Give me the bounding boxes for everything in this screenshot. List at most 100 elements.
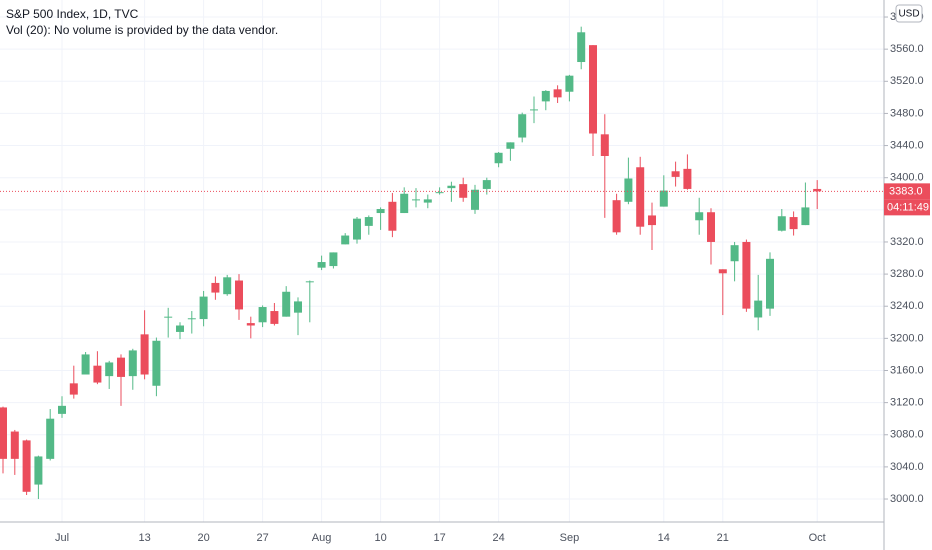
- currency-label: USD: [898, 9, 919, 20]
- candle-body: [199, 296, 208, 320]
- candle-body: [530, 109, 538, 111]
- candles: [0, 26, 884, 500]
- candle-body: [305, 281, 314, 283]
- candle-body: [506, 142, 515, 149]
- candle-body: [494, 152, 503, 164]
- candle-body: [565, 75, 574, 92]
- candle-body: [211, 282, 220, 293]
- candle-body: [246, 323, 255, 326]
- candle-body: [553, 89, 562, 98]
- candle-body: [69, 383, 78, 395]
- y-tick-label: 3480.0: [890, 107, 924, 119]
- candle-body: [541, 90, 550, 102]
- candle-body: [341, 235, 350, 245]
- candle-body: [624, 178, 633, 202]
- candle-body: [754, 300, 763, 318]
- y-tick-label: 3200.0: [890, 332, 924, 344]
- candle-body: [518, 114, 527, 138]
- candle-body: [423, 199, 432, 203]
- x-tick-label: Oct: [809, 532, 826, 544]
- candle-body: [589, 45, 597, 134]
- candle-body: [766, 258, 774, 309]
- candle-body: [600, 134, 609, 157]
- y-tick-label: 3080.0: [890, 429, 924, 441]
- candle-body: [10, 431, 19, 459]
- candle-body: [447, 185, 456, 189]
- candle-body: [707, 212, 715, 242]
- candle-body: [93, 365, 102, 383]
- candle-body: [482, 180, 491, 189]
- x-tick-label: Aug: [312, 532, 332, 544]
- candle-body: [152, 340, 161, 386]
- x-tick-label: 14: [658, 532, 670, 544]
- last-price-label: 3383.0: [889, 185, 923, 197]
- candle-body: [388, 201, 397, 231]
- x-tick-label: 27: [256, 532, 268, 544]
- candle-body: [329, 252, 338, 267]
- candle-body: [376, 209, 385, 214]
- candle-body: [223, 277, 232, 295]
- candle-body: [636, 167, 645, 227]
- candle-body: [353, 218, 361, 240]
- candle-body: [176, 325, 184, 332]
- chart-title: S&P 500 Index, 1D, TVC: [6, 7, 139, 21]
- candle-body: [718, 269, 727, 274]
- x-tick-label: 24: [492, 532, 504, 544]
- countdown-box: [884, 199, 930, 216]
- x-tick-label: 21: [717, 532, 729, 544]
- candle-body: [128, 350, 137, 377]
- candle-body: [58, 405, 66, 414]
- candle-body: [364, 217, 373, 226]
- candle-body: [117, 357, 125, 377]
- chart-subtitle: Vol (20): No volume is provided by the d…: [6, 23, 278, 37]
- candle-body: [140, 334, 149, 375]
- candle-body: [235, 280, 243, 310]
- candle-body: [695, 212, 704, 221]
- y-tick-label: 3120.0: [890, 397, 924, 409]
- x-tick-label: 20: [197, 532, 209, 544]
- candle-body: [0, 407, 7, 459]
- candle-body: [671, 171, 680, 177]
- x-tick-label: 17: [433, 532, 445, 544]
- y-tick-label: 3000.0: [890, 493, 924, 505]
- candle-body: [34, 456, 43, 485]
- candle-body: [789, 217, 798, 230]
- countdown-label: 04:11:49: [887, 201, 929, 213]
- x-tick-label: Jul: [55, 532, 69, 544]
- candle-body: [742, 241, 751, 309]
- candle-body: [46, 418, 55, 459]
- candle-body: [105, 362, 114, 377]
- candle-body: [81, 354, 90, 375]
- candle-body: [435, 192, 444, 194]
- currency-badge[interactable]: [895, 4, 923, 23]
- candle-body: [577, 32, 586, 63]
- y-tick-label: 3160.0: [890, 364, 924, 376]
- candle-body: [612, 200, 621, 233]
- candle-body: [317, 262, 326, 268]
- y-tick-label: 3560.0: [890, 43, 924, 55]
- candle-body: [22, 440, 31, 492]
- candle-body: [730, 245, 739, 262]
- candle-body: [801, 207, 810, 226]
- y-tick-label: 3280.0: [890, 268, 924, 280]
- axes: 3000.0 3040.0 3080.0 3120.0 3160.0 3200.0 3240…: [55, 11, 930, 544]
- x-tick-label: 10: [374, 532, 386, 544]
- y-tick-label: 3320.0: [890, 236, 924, 248]
- y-tick-label: 3040.0: [890, 461, 924, 473]
- candle-body: [412, 199, 420, 201]
- last-price-box: [884, 183, 930, 200]
- candle-body: [813, 188, 822, 192]
- candle-body: [400, 193, 409, 214]
- y-tick-label: 3520.0: [890, 75, 924, 87]
- y-tick-label: 3240.0: [890, 300, 924, 312]
- x-tick-label: 13: [138, 532, 150, 544]
- y-tick-label: 3440.0: [890, 139, 924, 151]
- candle-body: [471, 189, 479, 210]
- candle-body: [683, 168, 692, 189]
- candle-body: [258, 307, 267, 323]
- candle-body: [648, 215, 656, 226]
- candle-body: [659, 190, 668, 207]
- candle-body: [187, 318, 196, 320]
